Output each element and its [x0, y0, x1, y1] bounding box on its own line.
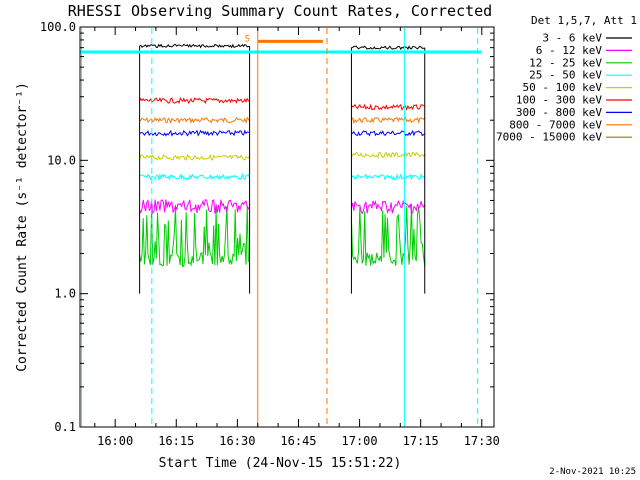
legend-entry-label: 50 - 100 keV	[523, 81, 603, 94]
legend-entry-label: 100 - 300 keV	[516, 94, 602, 107]
series-line	[139, 43, 250, 49]
y-tick-label: 1.0	[54, 287, 76, 301]
y-axis-label: Corrected Count Rate (s⁻¹ detector⁻¹)	[15, 82, 30, 372]
series-line	[350, 151, 426, 159]
series-line	[139, 96, 250, 105]
legend-entry-label: 3 - 6 keV	[542, 32, 602, 45]
series-line	[139, 116, 250, 125]
axis-layer: 0.1 1.0 10.0 100.0 16:00 16:15 16:30 16:45 17:00…	[40, 20, 500, 448]
legend-entry-label: 7000 - 15000 keV	[496, 131, 602, 144]
legend-title: Det 1,5,7, Att 1	[531, 14, 637, 27]
series-line	[139, 172, 251, 182]
chart-title: RHESSI Observing Summary Count Rates, Co…	[68, 2, 492, 20]
legend-entry-label: 12 - 25 keV	[529, 56, 602, 69]
series-line	[350, 116, 426, 125]
series-line	[139, 153, 251, 161]
x-axis-label: Start Time (24-Nov-15 15:51:22)	[159, 456, 402, 471]
x-tick-label: 17:30	[464, 434, 500, 448]
x-tick-label: 16:15	[158, 434, 194, 448]
x-tick-label: 16:00	[97, 434, 133, 448]
series-line	[139, 198, 251, 215]
plot-frame	[79, 26, 495, 428]
timestamp: 2-Nov-2021 10:25	[549, 467, 636, 477]
legend-entry-label: 25 - 50 keV	[529, 69, 602, 82]
legend-entry-label: 800 - 7000 keV	[509, 118, 602, 131]
x-tick-label: 17:00	[342, 434, 378, 448]
series-layer	[139, 43, 426, 294]
x-tick-label: 16:30	[219, 434, 255, 448]
series-line	[139, 205, 251, 268]
marker-layer: S	[80, 28, 482, 427]
series-line	[139, 129, 250, 137]
series-line	[351, 45, 425, 51]
legend-entry-label: 6 - 12 keV	[536, 44, 603, 57]
series-line	[351, 129, 426, 137]
x-tick-label: 16:45	[280, 434, 316, 448]
series-line	[350, 203, 426, 267]
x-tick-label: 17:15	[403, 434, 439, 448]
series-line	[350, 199, 426, 215]
series-line	[350, 103, 425, 112]
legend-entry-label: 300 - 800 keV	[516, 106, 602, 119]
series-line	[350, 173, 426, 181]
annotation-label: S	[245, 34, 250, 44]
y-tick-label: 0.1	[54, 420, 76, 434]
y-tick-label: 100.0	[40, 20, 76, 34]
y-tick-label: 10.0	[47, 153, 76, 167]
